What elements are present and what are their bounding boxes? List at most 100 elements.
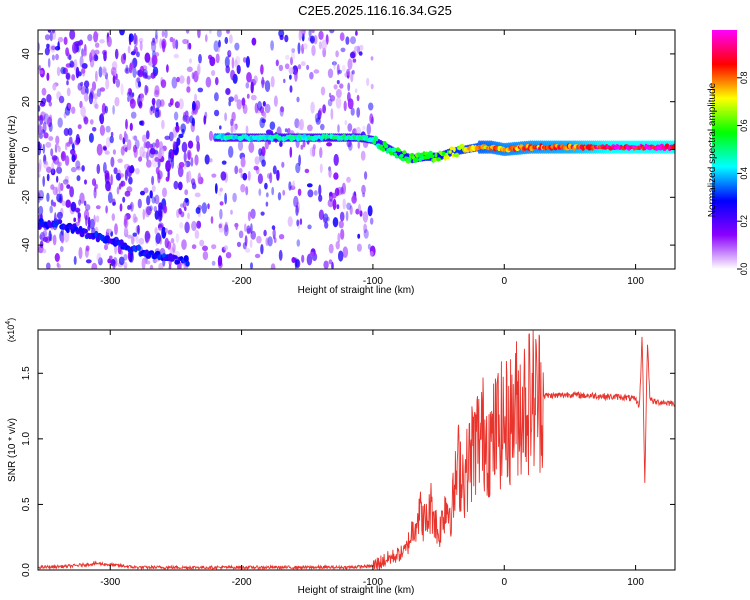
noise-mark bbox=[225, 252, 232, 259]
noise-mark bbox=[48, 114, 53, 122]
noise-mark bbox=[125, 68, 129, 74]
noise-mark bbox=[135, 168, 140, 175]
noise-mark bbox=[113, 167, 118, 175]
signal-core-mark bbox=[397, 148, 402, 152]
noise-mark bbox=[46, 173, 50, 182]
noise-mark bbox=[347, 98, 354, 110]
noise-mark bbox=[83, 200, 87, 206]
snr-x-tick-label: -200 bbox=[232, 577, 252, 588]
noise-mark bbox=[119, 203, 123, 212]
noise-mark bbox=[50, 44, 56, 53]
noise-mark bbox=[328, 168, 332, 178]
noise-mark bbox=[110, 174, 113, 186]
noise-mark bbox=[149, 264, 154, 269]
noise-mark bbox=[104, 244, 108, 251]
noise-mark bbox=[151, 142, 156, 148]
noise-mark bbox=[161, 226, 167, 239]
noise-mark bbox=[132, 135, 138, 140]
noise-mark bbox=[304, 168, 310, 174]
noise-mark bbox=[146, 159, 152, 168]
noise-mark bbox=[238, 230, 244, 239]
noise-mark bbox=[335, 241, 340, 250]
noise-mark bbox=[69, 148, 76, 155]
noise-mark bbox=[242, 57, 247, 63]
noise-mark bbox=[138, 37, 144, 44]
noise-mark bbox=[62, 179, 69, 185]
noise-mark bbox=[298, 154, 301, 167]
noise-mark bbox=[299, 218, 303, 226]
noise-mark bbox=[124, 147, 128, 153]
noise-mark bbox=[123, 226, 128, 235]
noise-mark bbox=[164, 135, 171, 140]
spectrogram-y-ticks: -40 -20 0 20 40 bbox=[21, 48, 675, 252]
noise-mark bbox=[154, 157, 160, 162]
noise-mark bbox=[214, 109, 220, 117]
noise-mark bbox=[134, 139, 140, 150]
noise-mark bbox=[287, 216, 293, 227]
noise-mark bbox=[139, 146, 145, 158]
noise-mark bbox=[139, 120, 143, 126]
noise-mark bbox=[363, 223, 367, 234]
noise-mark bbox=[238, 168, 243, 174]
noise-mark bbox=[122, 144, 128, 152]
signal-core-mark bbox=[391, 147, 397, 153]
noise-mark bbox=[143, 187, 149, 194]
noise-mark bbox=[57, 117, 63, 128]
noise-mark bbox=[105, 205, 108, 214]
noise-mark bbox=[46, 166, 52, 173]
noise-mark bbox=[359, 210, 363, 217]
noise-mark bbox=[328, 243, 334, 254]
noise-mark bbox=[88, 92, 94, 105]
noise-mark bbox=[105, 78, 110, 90]
noise-mark bbox=[77, 124, 82, 130]
noise-mark bbox=[230, 69, 236, 81]
noise-mark bbox=[245, 56, 250, 68]
noise-mark bbox=[278, 64, 284, 72]
noise-mark bbox=[85, 86, 89, 95]
noise-mark bbox=[347, 58, 353, 70]
noise-mark bbox=[76, 166, 81, 171]
noise-mark bbox=[41, 97, 47, 105]
noise-mark bbox=[162, 187, 167, 198]
noise-mark bbox=[309, 147, 315, 157]
noise-mark bbox=[270, 40, 274, 51]
noise-mark bbox=[368, 102, 374, 111]
noise-mark bbox=[225, 88, 231, 95]
noise-mark bbox=[213, 40, 219, 52]
noise-mark bbox=[112, 257, 118, 267]
noise-mark bbox=[354, 88, 358, 93]
noise-mark bbox=[321, 39, 328, 51]
noise-mark bbox=[318, 184, 322, 197]
noise-mark bbox=[322, 104, 326, 114]
noise-mark bbox=[109, 135, 114, 144]
noise-mark bbox=[186, 75, 191, 85]
noise-mark bbox=[124, 169, 128, 181]
noise-mark bbox=[137, 198, 142, 209]
noise-mark bbox=[48, 122, 53, 133]
noise-mark bbox=[128, 166, 135, 174]
noise-mark bbox=[44, 47, 50, 56]
noise-mark bbox=[127, 139, 132, 151]
noise-mark bbox=[170, 157, 175, 169]
noise-mark bbox=[337, 232, 341, 243]
snr-y-tick-label: 0.5 bbox=[21, 497, 32, 511]
noise-mark bbox=[203, 115, 207, 125]
noise-mark bbox=[99, 113, 105, 125]
noise-mark bbox=[263, 111, 267, 120]
noise-mark bbox=[210, 216, 214, 224]
noise-mark bbox=[138, 156, 143, 162]
drift-track-mark bbox=[172, 255, 178, 260]
spectrogram-x-ticks: -300 -200 -100 0 100 bbox=[100, 30, 644, 287]
noise-mark bbox=[196, 65, 200, 77]
noise-mark bbox=[91, 178, 97, 187]
noise-mark bbox=[96, 252, 102, 263]
noise-mark bbox=[205, 34, 208, 43]
noise-mark bbox=[178, 133, 184, 139]
noise-mark bbox=[351, 70, 355, 75]
noise-mark bbox=[347, 123, 353, 132]
noise-mark bbox=[137, 81, 142, 88]
noise-mark bbox=[146, 195, 151, 206]
snr-x-tick-label: 100 bbox=[627, 577, 644, 588]
noise-mark bbox=[366, 77, 370, 87]
noise-mark bbox=[349, 205, 353, 215]
